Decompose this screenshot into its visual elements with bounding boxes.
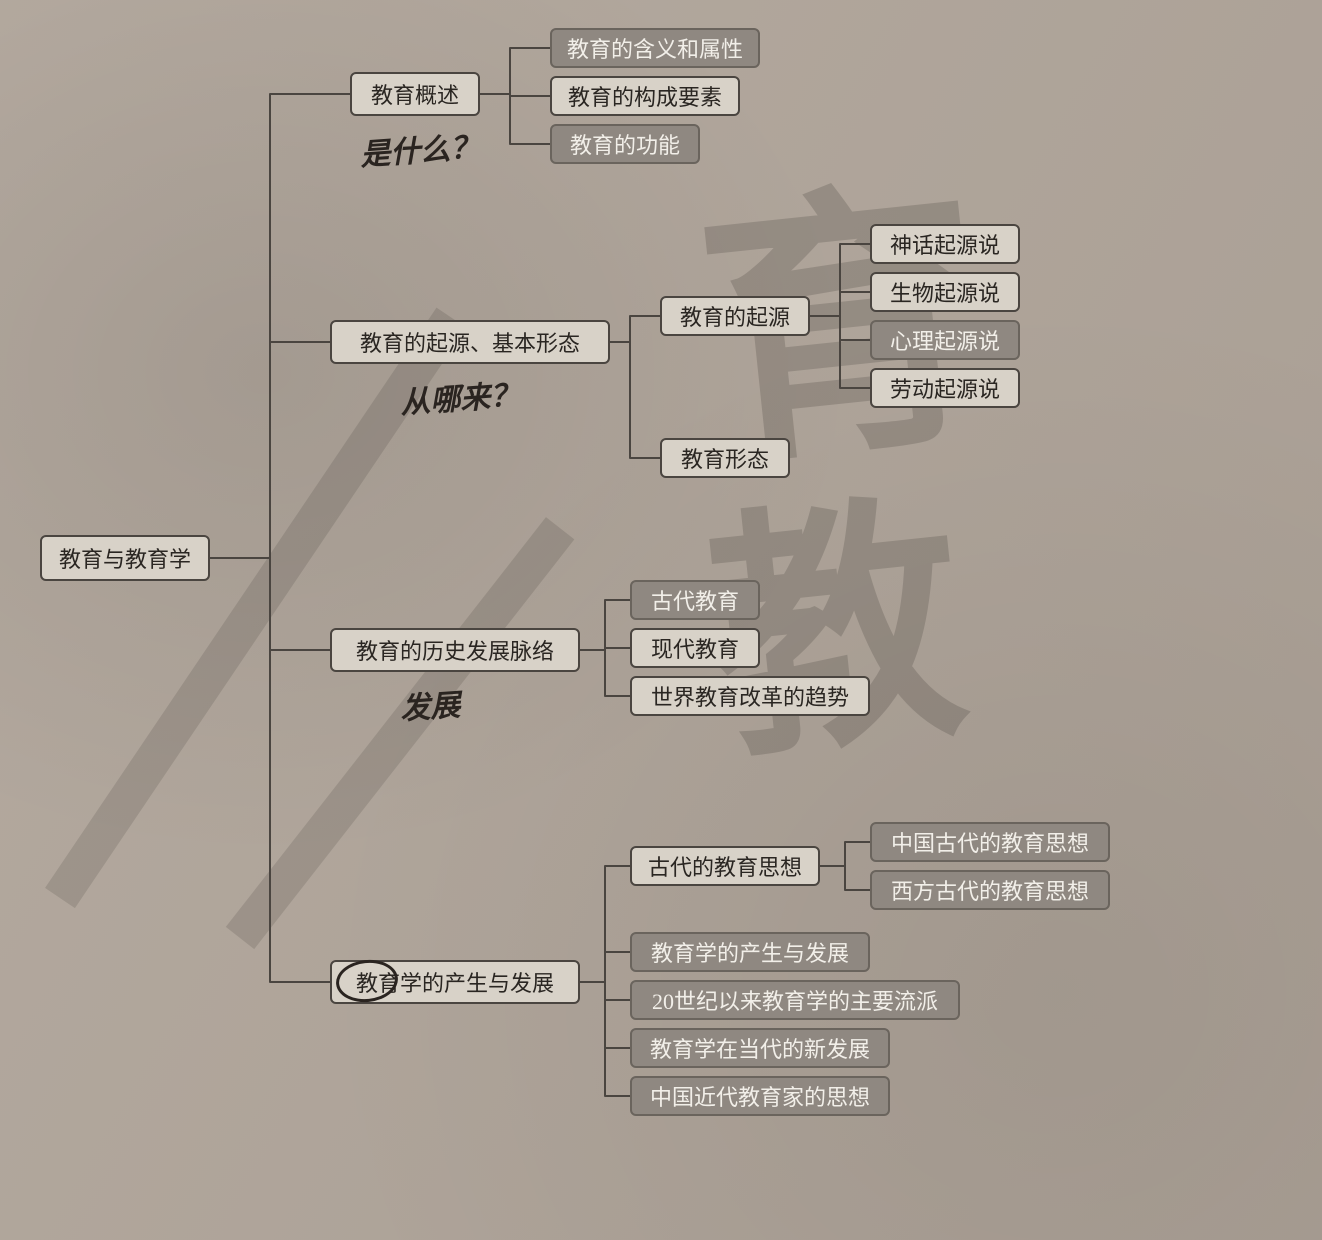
- leaf-node: 教育学在当代的新发展: [630, 1028, 890, 1068]
- sub-branch-node: 教育形态: [660, 438, 790, 478]
- leaf-node: 教育的功能: [550, 124, 700, 164]
- leaf-node: 古代教育: [630, 580, 760, 620]
- handwritten-annotation: 从哪来？: [399, 370, 522, 422]
- handwritten-annotation: 发展: [399, 680, 462, 728]
- leaf-node: 世界教育改革的趋势: [630, 676, 870, 716]
- leaf-node: 教育的含义和属性: [550, 28, 760, 68]
- leaf-node: 西方古代的教育思想: [870, 870, 1110, 910]
- leaf-node: 中国古代的教育思想: [870, 822, 1110, 862]
- branch-node: 教育的历史发展脉络: [330, 628, 580, 672]
- leaf-node: 20世纪以来教育学的主要流派: [630, 980, 960, 1020]
- branch-node: 教育的起源、基本形态: [330, 320, 610, 364]
- branch-node: 教育学的产生与发展: [330, 960, 580, 1004]
- leaf-node: 劳动起源说: [870, 368, 1020, 408]
- leaf-node: 教育学的产生与发展: [630, 932, 870, 972]
- branch-node: 教育概述: [350, 72, 480, 116]
- leaf-node: 心理起源说: [870, 320, 1020, 360]
- leaf-node: 中国近代教育家的思想: [630, 1076, 890, 1116]
- handwritten-annotation: 是什么？: [359, 122, 482, 174]
- leaf-node: 神话起源说: [870, 224, 1020, 264]
- root-node: 教育与教育学: [40, 535, 210, 581]
- leaf-node: 生物起源说: [870, 272, 1020, 312]
- leaf-node: 古代的教育思想: [630, 846, 820, 886]
- leaf-node: 现代教育: [630, 628, 760, 668]
- leaf-node: 教育的构成要素: [550, 76, 740, 116]
- sub-branch-node: 教育的起源: [660, 296, 810, 336]
